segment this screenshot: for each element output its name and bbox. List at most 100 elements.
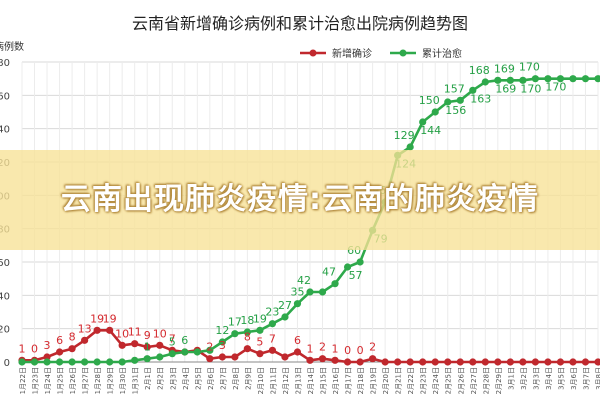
data-point [206,346,214,354]
data-point [444,98,452,106]
data-label: 5 [256,336,263,349]
data-point [43,353,51,361]
x-tick-label: 2月5日 [194,367,202,390]
data-point [106,358,114,366]
x-tick-label: 2月10日 [257,367,265,394]
x-tick-label: 3月8日 [595,367,600,390]
data-point [519,358,527,366]
data-point [206,355,214,363]
data-point [331,280,339,288]
data-point [581,358,590,366]
data-label: 169 [494,62,515,75]
data-label: 1 [19,342,26,355]
data-point [481,78,489,86]
data-label: 157 [444,82,465,95]
data-point [181,348,189,356]
data-label: 35 [290,286,304,299]
data-point [43,358,51,366]
data-point [143,355,151,363]
data-point [556,75,565,83]
x-tick-label: 2月28日 [482,367,490,394]
data-point [406,358,414,366]
data-point [444,358,452,366]
data-label: 8 [244,331,251,344]
data-point [218,353,226,361]
data-label: 5 [169,336,176,349]
data-point [55,348,64,356]
legend: 新增确诊 累计治愈 [300,47,462,60]
x-tick-label: 2月15日 [320,367,328,394]
x-tick-label: 2月17日 [345,367,353,394]
data-point [131,340,139,348]
data-point [343,263,352,271]
data-point [306,356,314,364]
data-label: 17 [228,316,242,329]
x-tick-label: 3月2日 [520,367,528,390]
data-point [231,353,239,361]
data-point [81,336,89,344]
x-tick-label: 2月26日 [457,367,465,394]
data-label: 2 [369,341,376,354]
x-tick-label: 2月18日 [357,367,365,394]
data-label: 6 [294,334,301,347]
x-tick-label: 2月24日 [432,367,440,394]
data-label: 7 [169,332,176,345]
y-tick-label: 160 [0,91,10,102]
x-tick-label: 2月16日 [332,367,340,394]
data-label: 10 [153,327,167,340]
data-point [456,96,464,104]
data-label: 12 [215,324,229,337]
x-tick-label: 2月12日 [282,367,290,394]
data-label: 0 [357,344,364,357]
data-label: 19 [90,312,104,325]
overlay-title: 云南出现肺炎疫情:云南的肺炎疫情 [61,182,539,217]
data-point [431,358,439,366]
data-point [594,358,600,366]
x-tick-label: 2月13日 [294,367,302,394]
data-point [594,75,600,83]
x-tick-label: 1月31日 [132,367,140,394]
data-point [218,338,226,346]
data-point [318,288,327,296]
x-tick-label: 2月20日 [382,367,390,394]
x-tick-label: 2月1日 [144,367,152,390]
x-tick-label: 3月7日 [582,367,590,390]
data-point [81,358,89,366]
data-point [494,358,502,366]
data-label: 2 [319,341,326,354]
data-point [256,326,264,334]
data-point [544,358,552,366]
y-tick-label: 40 [0,291,10,302]
chart-title: 云南省新增确诊病例和累计治愈出院病例趋势图 [132,14,468,33]
data-label: 19 [253,312,267,325]
data-point [569,358,577,366]
data-label: 23 [265,306,279,319]
x-tick-label: 1月29日 [107,367,115,394]
y-tick-label: 140 [0,125,10,136]
data-point [231,330,239,338]
data-point [18,358,26,366]
data-point [419,358,427,366]
data-point [281,353,289,361]
x-tick-label: 2月21日 [395,367,403,394]
x-tick-label: 1月30日 [119,367,127,394]
data-label: 156 [445,104,466,117]
data-point [469,86,477,94]
x-tick-label: 3月5日 [557,367,565,390]
data-label: 7 [269,332,276,345]
y-tick-label: 180 [0,58,10,69]
data-label: 0 [344,344,351,357]
data-point [506,358,514,366]
data-point [68,358,76,366]
data-point [356,358,364,366]
x-tick-label: 2月8日 [232,367,240,390]
data-point [193,348,201,356]
data-label: 11 [128,326,142,339]
x-tick-label: 1月27日 [82,367,90,394]
data-point [118,341,126,349]
data-point [68,345,76,353]
overlay-banner: 云南出现肺炎疫情:云南的肺炎疫情 [0,150,600,250]
data-point [381,358,389,366]
x-tick-label: 1月22日 [19,367,27,394]
